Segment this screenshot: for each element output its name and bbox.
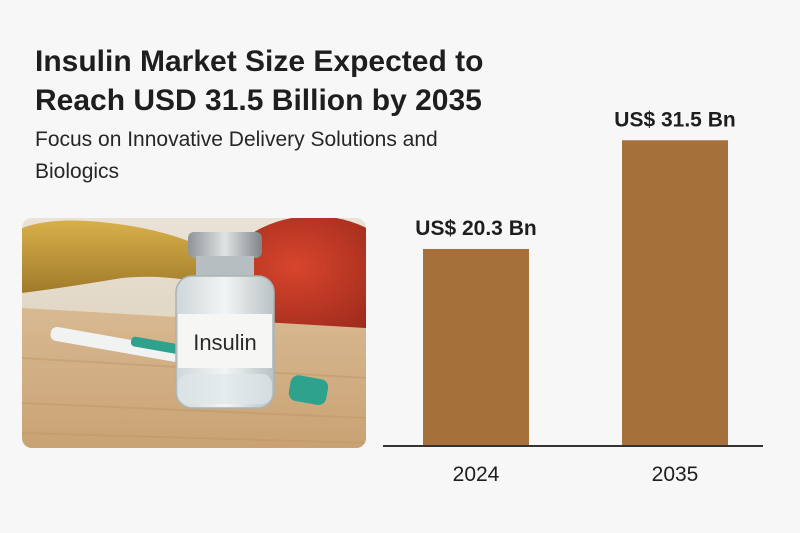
x-tick-label-2024: 2024 [453,463,500,486]
bar-2035 [622,140,728,446]
data-label-2035: US$ 31.5 Bn [614,108,735,131]
x-tick-label-2035: 2035 [652,463,699,486]
bar-2024 [423,249,529,446]
data-label-2024: US$ 20.3 Bn [415,217,536,240]
